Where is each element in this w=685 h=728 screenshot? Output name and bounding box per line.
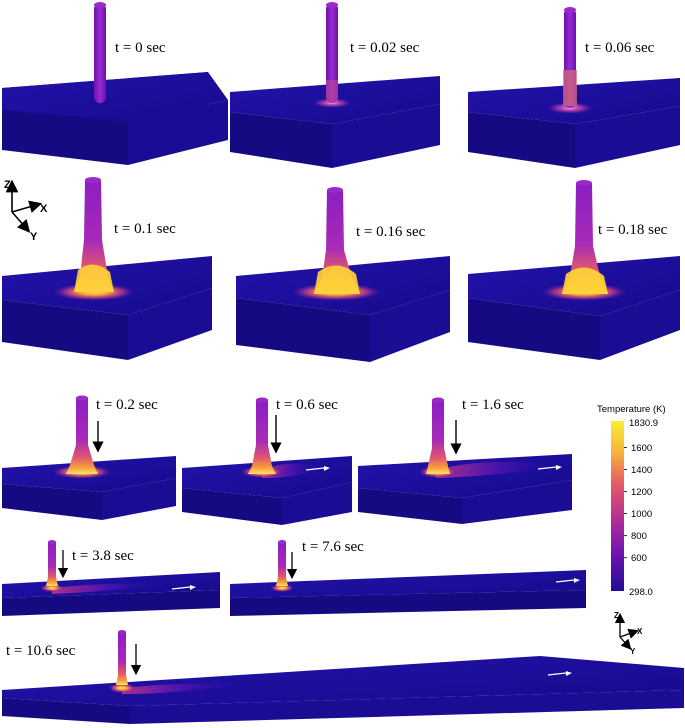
time-label: t = 0.6 sec	[276, 397, 338, 413]
colorbar-tick-label: 1200	[631, 487, 652, 498]
axis-z-label: Z	[4, 179, 11, 191]
time-label: t = 0.2 sec	[96, 397, 158, 413]
time-label: t = 0.06 sec	[585, 40, 655, 56]
colorbar-title: Temperature (K)	[597, 404, 666, 415]
axis-y-label: Y	[630, 647, 636, 656]
panel-t06	[182, 397, 352, 525]
panel-t018	[468, 180, 680, 360]
axis-triad-bottom: Z X Y	[614, 611, 643, 656]
panel-t106	[2, 630, 684, 724]
colorbar-tick-label: 1000	[631, 509, 652, 520]
colorbar-tick-label: 1400	[631, 465, 652, 476]
panel-t02	[2, 395, 176, 520]
panel-t0	[2, 2, 228, 165]
time-label: t = 0 sec	[115, 40, 166, 56]
time-label: t = 7.6 sec	[302, 539, 364, 555]
colorbar-max-label: 1830.9	[629, 418, 658, 429]
colorbar-gradient	[611, 421, 624, 591]
temperature-colorbar: Temperature (K) 1830.9 1600 1400 1200 1000 8…	[597, 404, 666, 598]
axis-y-label: Y	[30, 231, 38, 243]
panel-t002	[230, 2, 440, 168]
axis-x-label: X	[637, 627, 643, 636]
axis-z-label: Z	[614, 611, 619, 620]
colorbar-tick-label: 800	[631, 531, 647, 542]
time-label: t = 0.02 sec	[350, 40, 420, 56]
time-label: t = 0.1 sec	[114, 221, 176, 237]
axis-triad-top: Z X Y	[4, 179, 48, 243]
panel-t16	[358, 397, 572, 524]
colorbar-ticks: 1600 1400 1200 1000 800 600	[624, 443, 652, 564]
time-label: t = 1.6 sec	[462, 397, 524, 413]
colorbar-min-label: 298.0	[629, 587, 653, 598]
axis-x-label: X	[40, 203, 48, 215]
time-label: t = 0.18 sec	[598, 222, 668, 238]
colorbar-tick-label: 1600	[631, 443, 652, 454]
colorbar-tick-label: 600	[631, 553, 647, 564]
panel-t76	[230, 540, 586, 616]
time-label: t = 0.16 sec	[356, 224, 426, 240]
panel-t016	[236, 187, 450, 362]
panel-t38	[2, 540, 220, 616]
time-label: t = 10.6 sec	[6, 643, 76, 659]
panel-t006	[468, 7, 680, 168]
panel-t01	[2, 177, 212, 360]
time-label: t = 3.8 sec	[72, 548, 134, 564]
